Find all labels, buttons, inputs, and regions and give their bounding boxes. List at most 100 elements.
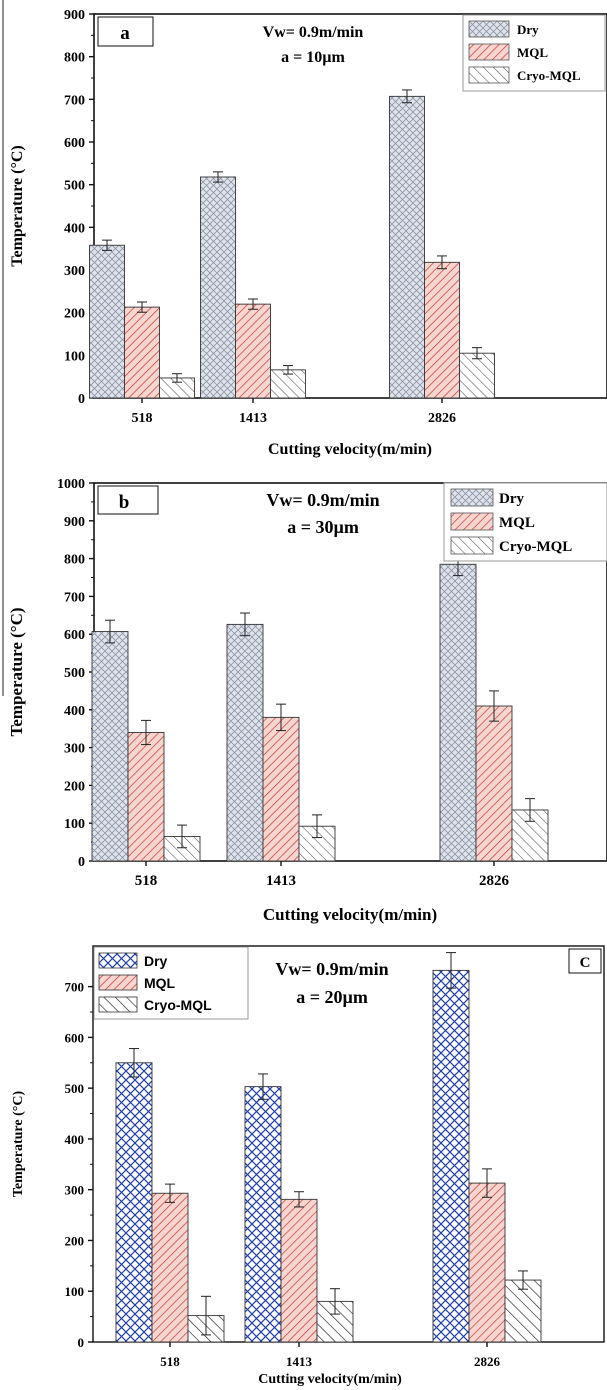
legend-label-mql: MQL [517, 45, 548, 60]
chart-panel-b: 0 100 200 300 400 500 600 700 800 900 1000 518 1413… [7, 477, 607, 924]
legend: Dry MQL Cryo-MQL [93, 946, 249, 1020]
y-axis-label: Temperature (°C) [7, 607, 26, 736]
bar-mql [280, 1198, 318, 1343]
x-tick-label: 1413 [266, 873, 296, 889]
legend-label-dry: Dry [144, 953, 168, 969]
y-tick-label: 300 [64, 264, 85, 279]
legend-label-cryo-mql: Cryo-MQL [517, 68, 581, 83]
panel-label: a [120, 23, 130, 44]
y-tick-label: 400 [65, 1132, 85, 1147]
legend-label-mql: MQL [499, 515, 535, 531]
chart-panel-a: 0 100 200 300 400 500 600 700 800 900 518 1413 2826… [9, 8, 607, 458]
condition-annotation-line-2: a = 20µm [296, 987, 368, 1007]
y-axis-label: Temperature (°C) [11, 1091, 26, 1198]
x-axis: 518 1413 2826 [160, 1342, 501, 1369]
bar-cryo-mql [459, 352, 495, 399]
x-tick-label: 518 [132, 411, 153, 426]
y-tick-label: 400 [64, 704, 85, 719]
bar-mql [424, 261, 460, 399]
x-tick-label: 2826 [428, 411, 456, 426]
y-tick-label: 600 [65, 1030, 85, 1045]
y-tick-label: 200 [64, 307, 85, 322]
y-tick-label: 300 [64, 742, 85, 757]
legend-swatch-mql [450, 512, 494, 531]
x-tick-label: 518 [160, 1354, 180, 1369]
y-tick-label: 900 [64, 515, 85, 530]
bar-dry [244, 1086, 282, 1343]
y-tick-label: 500 [64, 179, 85, 194]
bar-mql [151, 1192, 189, 1343]
bar-dry [115, 1062, 153, 1343]
y-tick-label: 300 [65, 1183, 85, 1198]
y-tick-label: 700 [65, 980, 85, 995]
legend-swatch-mql [468, 43, 510, 61]
condition-annotation-line-1: Vw= 0.9m/min [263, 24, 364, 41]
y-axis: 0 100 200 300 400 500 600 700 800 900 1000 [57, 477, 94, 870]
y-tick-label: 700 [64, 93, 85, 108]
x-tick-label: 1413 [239, 411, 267, 426]
legend-label-mql: MQL [144, 975, 176, 991]
x-axis-label: Cutting velocity(m/min) [268, 441, 432, 458]
legend-swatch-dry [450, 488, 494, 507]
legend-swatch-dry [98, 952, 138, 969]
panel-label: b [119, 492, 130, 513]
legend-label-dry: Dry [517, 22, 539, 37]
legend-label-dry: Dry [499, 491, 524, 507]
panel-label-box [97, 485, 159, 515]
x-tick-label: 2826 [479, 873, 510, 889]
chart-panel-c: 0 100 200 300 400 500 600 700 518 1413 2826 Tempe… [11, 945, 605, 1387]
y-tick-label: 500 [65, 1081, 85, 1096]
y-tick-label: 100 [64, 349, 85, 364]
y-tick-label: 200 [65, 1233, 85, 1248]
panel-label-box [568, 948, 602, 974]
legend: Dry MQL Cryo-MQL [443, 482, 607, 562]
bar-mql [124, 306, 160, 399]
y-tick-label: 400 [64, 221, 85, 236]
condition-annotation-line-1: Vw= 0.9m/min [266, 490, 379, 510]
legend-swatch-cryo-mql [468, 66, 510, 84]
legend-swatch-cryo-mql [450, 536, 494, 555]
bars [115, 952, 542, 1343]
x-tick-label: 518 [135, 873, 158, 889]
bar-dry [389, 95, 425, 399]
bar-mql [235, 303, 271, 399]
bar-dry [432, 969, 470, 1343]
y-tick-label: 100 [65, 1284, 85, 1299]
x-axis-label: Cutting velocity(m/min) [263, 905, 437, 924]
y-tick-label: 600 [64, 136, 85, 151]
bar-mql [127, 732, 165, 862]
y-tick-label: 1000 [57, 477, 85, 492]
y-tick-label: 700 [64, 590, 85, 605]
y-axis-label: Temperature (°C) [9, 145, 26, 266]
legend: Dry MQL Cryo-MQL [462, 14, 606, 92]
y-tick-label: 0 [78, 392, 85, 407]
condition-annotation-line-2: a = 30µm [287, 517, 359, 537]
x-axis-label: Cutting velocity(m/min) [258, 1372, 402, 1387]
x-tick-label: 2826 [474, 1354, 501, 1369]
y-axis: 0 100 200 300 400 500 600 700 800 900 [64, 8, 94, 407]
panel-label: C [580, 955, 591, 971]
bar-mql [262, 716, 300, 862]
y-tick-label: 0 [78, 855, 85, 870]
bars [91, 552, 549, 862]
panel-label-box [97, 16, 154, 47]
bar-dry [89, 244, 125, 399]
legend-swatch-dry [468, 20, 510, 38]
legend-swatch-cryo-mql [98, 996, 138, 1013]
bar-dry [91, 631, 129, 862]
y-tick-label: 500 [64, 666, 85, 681]
y-axis: 0 100 200 300 400 500 600 700 [65, 980, 93, 1350]
bar-mql [475, 705, 513, 862]
bars [89, 89, 495, 399]
legend-label-cryo-mql: Cryo-MQL [144, 997, 212, 1013]
legend-swatch-mql [98, 974, 138, 991]
y-tick-label: 100 [64, 817, 85, 832]
y-tick-label: 900 [64, 8, 85, 23]
y-tick-label: 800 [64, 51, 85, 66]
x-axis: 518 1413 2826 [135, 861, 510, 889]
bar-cryo-mql [504, 1279, 542, 1343]
bar-dry [200, 176, 236, 399]
y-tick-label: 600 [64, 628, 85, 643]
x-axis: 518 1413 2826 [132, 398, 456, 426]
